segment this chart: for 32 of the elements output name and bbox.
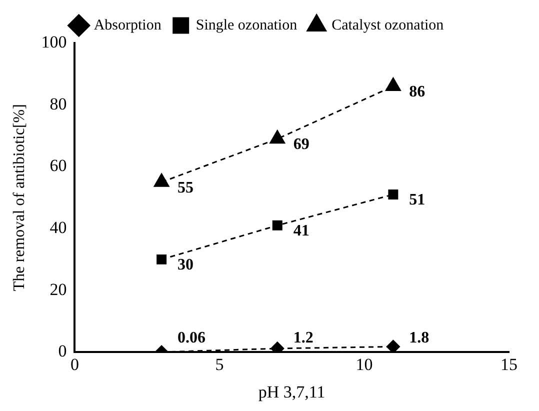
y-tick-label: 40	[50, 218, 67, 237]
data-label: 51	[409, 192, 426, 209]
y-tick-label: 100	[41, 32, 67, 52]
data-label: 55	[178, 179, 194, 196]
data-label: 30	[178, 256, 194, 274]
x-tick-label: 15	[500, 354, 518, 374]
y-tick-label: 80	[50, 94, 67, 114]
y-tick-label: 0	[58, 342, 67, 361]
point	[386, 340, 400, 352]
point	[270, 342, 284, 352]
x-tick-label: 0	[70, 354, 79, 374]
point	[154, 173, 170, 187]
x-tick-label: 5	[215, 354, 224, 374]
data-label: 1.2	[293, 329, 314, 346]
x-axis-title: pH 3,7,11	[258, 382, 326, 402]
point	[386, 78, 401, 92]
y-tick-label: 60	[50, 156, 67, 176]
legend-label: Catalyst ozonation	[332, 17, 444, 34]
data-label: 1.8	[409, 329, 430, 346]
x-tick-label: 10	[356, 354, 373, 374]
y-axis-title: The removal of antibiotic[%]	[10, 104, 28, 292]
legend-label: Absorption	[94, 17, 162, 34]
data-label: 86	[409, 83, 426, 100]
data-label: 69	[293, 136, 310, 153]
point	[388, 190, 398, 200]
y-tick-label: 20	[50, 280, 67, 299]
point	[156, 254, 167, 264]
point	[272, 220, 282, 230]
data-label: 0.06	[178, 329, 206, 346]
legend-label: Single ozonation	[196, 17, 298, 34]
data-label: 41	[293, 222, 310, 240]
point	[270, 130, 286, 144]
